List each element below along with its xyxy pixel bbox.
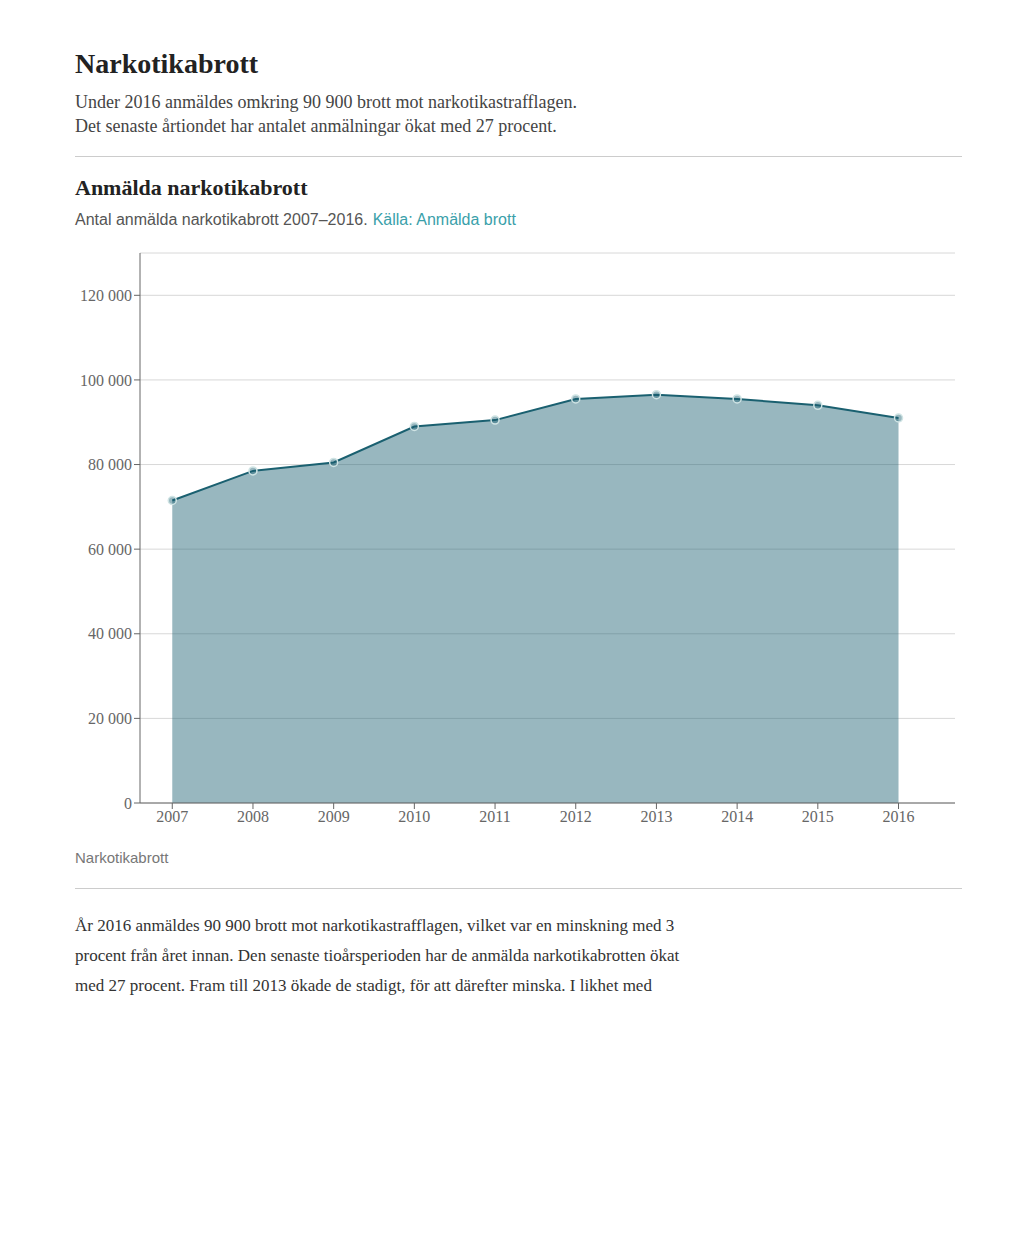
svg-text:2015: 2015 <box>802 808 834 825</box>
svg-text:2007: 2007 <box>156 808 188 825</box>
html-text:Anmälda narkotikabrott: Anmälda narkotikabrott <box>75 175 308 200</box>
html-text:Under 2016 anmäldes omkring 90: Under 2016 anmäldes omkring 90 900 brott… <box>75 92 578 112</box>
svg-text:2012: 2012 <box>560 808 592 825</box>
html-text:Det senaste årtiondet har anta: Det senaste årtiondet har antalet anmäln… <box>75 116 557 136</box>
svg-text:2009: 2009 <box>318 808 350 825</box>
svg-text:0: 0 <box>124 795 132 812</box>
html-text:med 27 procent. Fram till 2013: med 27 procent. Fram till 2013 ökade de … <box>75 976 652 995</box>
svg-text:2010: 2010 <box>398 808 430 825</box>
svg-text:40 000: 40 000 <box>88 625 132 642</box>
svg-text:2008: 2008 <box>237 808 269 825</box>
svg-text:2016: 2016 <box>883 808 915 825</box>
svg-text:60 000: 60 000 <box>88 541 132 558</box>
svg-text:80 000: 80 000 <box>88 456 132 473</box>
html-text:Antal anmälda narkotikabrott 2: Antal anmälda narkotikabrott 2007–2016. … <box>75 211 516 228</box>
svg-text:100 000: 100 000 <box>80 372 132 389</box>
svg-text:20 000: 20 000 <box>88 710 132 727</box>
svg-text:2013: 2013 <box>640 808 672 825</box>
html-text:procent från året innan. Den s: procent från året innan. Den senaste tio… <box>75 946 680 965</box>
html-text:Narkotikabrott: Narkotikabrott <box>75 849 169 866</box>
svg-text:2011: 2011 <box>479 808 510 825</box>
svg-text:120 000: 120 000 <box>80 287 132 304</box>
svg-text:2014: 2014 <box>721 808 753 825</box>
html-text:Narkotikabrott: Narkotikabrott <box>75 48 258 79</box>
html-text:År 2016 anmäldes 90 900 brott: År 2016 anmäldes 90 900 brott mot narkot… <box>75 916 675 935</box>
